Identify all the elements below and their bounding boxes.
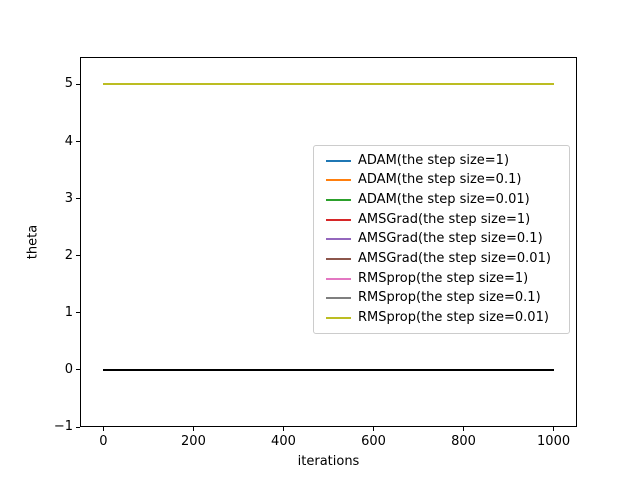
y-tick-mark bbox=[76, 255, 80, 257]
legend-swatch bbox=[326, 218, 351, 221]
legend-item: ADAM(the step size=0.1) bbox=[322, 173, 561, 187]
x-tick-mark bbox=[463, 427, 465, 431]
series-line-rmsprop-the-step-size-0-01 bbox=[103, 83, 554, 86]
legend-label: ADAM(the step size=1) bbox=[358, 152, 510, 168]
x-axis-label: iterations bbox=[297, 454, 360, 469]
y-tick-label: 4 bbox=[64, 133, 73, 149]
x-tick-label: 200 bbox=[181, 434, 206, 449]
legend-label: RMSprop(the step size=0.1) bbox=[358, 290, 541, 306]
legend-swatch bbox=[326, 258, 351, 261]
legend-label: AMSGrad(the step size=0.01) bbox=[358, 251, 551, 267]
y-tick-label: 1 bbox=[64, 304, 73, 320]
legend-item: AMSGrad(the step size=0.01) bbox=[322, 252, 561, 266]
legend-swatch bbox=[326, 297, 351, 300]
y-tick-label: −1 bbox=[53, 419, 73, 434]
series-line-baseline-zero bbox=[103, 368, 554, 371]
legend-label: RMSprop(the step size=1) bbox=[358, 270, 529, 286]
legend-swatch bbox=[326, 277, 351, 280]
x-tick-label: 600 bbox=[361, 434, 386, 449]
y-tick-mark bbox=[76, 426, 80, 428]
legend-item: RMSprop(the step size=0.01) bbox=[322, 311, 561, 325]
x-tick-mark bbox=[102, 427, 104, 431]
x-tick-label: 0 bbox=[99, 434, 108, 449]
legend-label: AMSGrad(the step size=0.1) bbox=[358, 231, 543, 247]
x-tick-mark bbox=[282, 427, 284, 431]
x-tick-label: 400 bbox=[271, 434, 296, 449]
legend: ADAM(the step size=1) ADAM(the step size=… bbox=[313, 145, 570, 334]
legend-item: RMSprop(the step size=1) bbox=[322, 270, 561, 286]
y-tick-mark bbox=[76, 312, 80, 314]
x-tick-label: 800 bbox=[451, 434, 476, 449]
legend-label: RMSprop(the step size=0.01) bbox=[358, 310, 549, 326]
y-tick-mark bbox=[76, 198, 80, 200]
y-tick-label: 5 bbox=[64, 76, 73, 92]
legend-item: ADAM(the step size=0.01) bbox=[322, 193, 561, 207]
legend-label: ADAM(the step size=0.01) bbox=[358, 192, 530, 208]
legend-label: AMSGrad(the step size=1) bbox=[358, 211, 531, 227]
y-tick-label: 0 bbox=[64, 361, 73, 377]
legend-swatch bbox=[326, 317, 351, 320]
legend-label: ADAM(the step size=0.1) bbox=[358, 172, 522, 188]
x-tick-label: 1000 bbox=[537, 434, 571, 449]
x-tick-mark bbox=[553, 427, 555, 431]
x-tick-mark bbox=[192, 427, 194, 431]
y-tick-label: 3 bbox=[64, 190, 73, 206]
legend-swatch bbox=[326, 179, 351, 182]
legend-item: AMSGrad(the step size=0.1) bbox=[322, 232, 561, 246]
legend-item: RMSprop(the step size=0.1) bbox=[322, 291, 561, 305]
y-tick-label: 2 bbox=[64, 247, 73, 263]
legend-item: ADAM(the step size=1) bbox=[322, 152, 561, 168]
y-tick-mark bbox=[76, 141, 80, 142]
legend-item: AMSGrad(the step size=1) bbox=[322, 211, 561, 227]
y-tick-mark bbox=[76, 83, 80, 85]
y-tick-mark bbox=[76, 369, 80, 371]
x-tick-mark bbox=[373, 427, 375, 431]
legend-swatch bbox=[326, 238, 351, 241]
legend-swatch bbox=[326, 199, 351, 202]
legend-swatch bbox=[326, 159, 351, 162]
